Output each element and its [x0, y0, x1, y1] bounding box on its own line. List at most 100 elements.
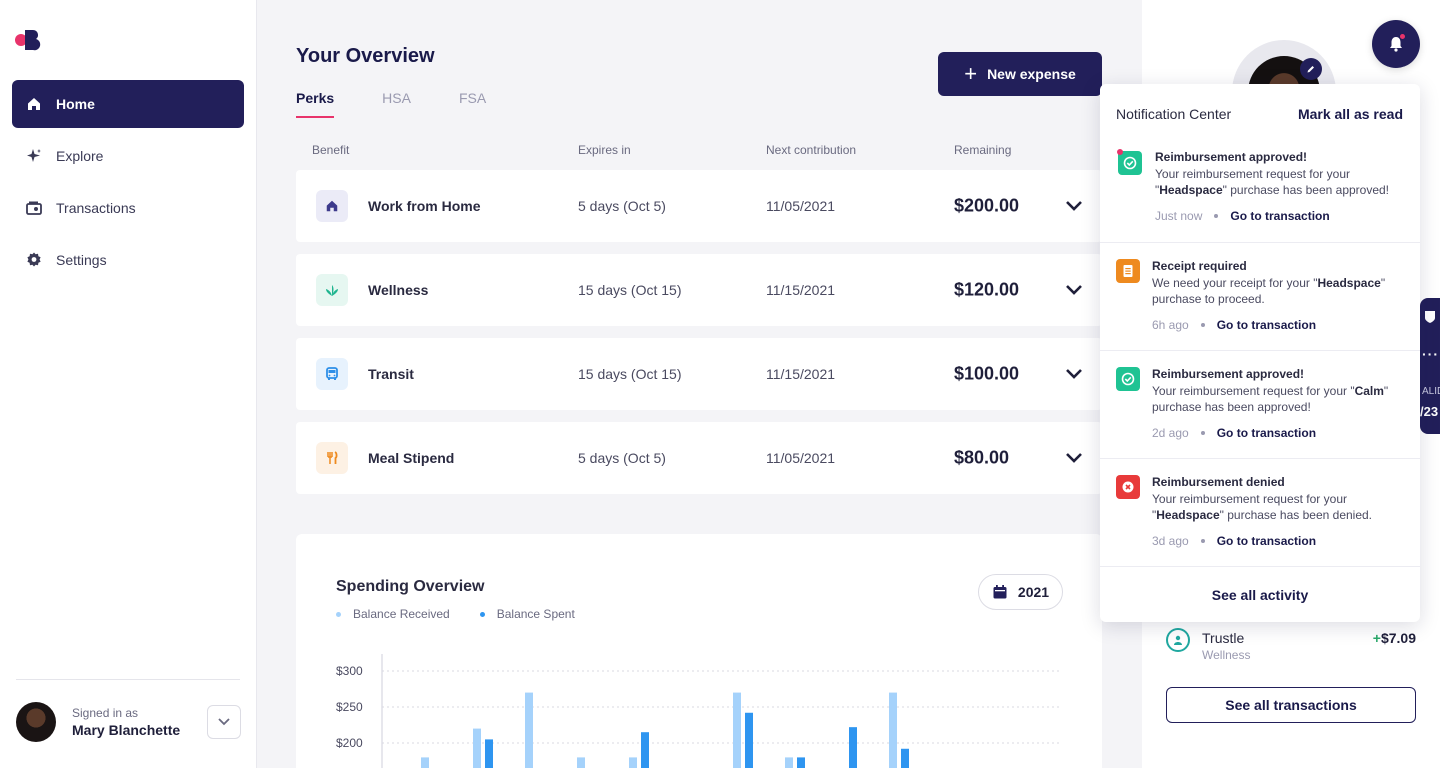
benefit-card-preview[interactable]: ··· ALID /23 [1420, 298, 1440, 434]
year-selector-button[interactable]: 2021 [978, 574, 1063, 610]
new-expense-button[interactable]: + New expense [938, 52, 1102, 96]
tab-perks[interactable]: Perks [296, 90, 335, 118]
user-profile: Signed in as Mary Blanchette [16, 700, 241, 744]
edit-pencil-icon[interactable] [1300, 58, 1322, 80]
notification-meta: 3d ago Go to transaction [1152, 534, 1316, 548]
user-info: Signed in as Mary Blanchette [72, 706, 207, 738]
notification-title: Receipt required [1152, 259, 1247, 273]
sidebar-item-settings[interactable]: Settings [12, 236, 244, 284]
unread-indicator [1399, 33, 1406, 40]
benefit-row-wellness[interactable]: Wellness 15 days (Oct 15) 11/15/2021 $12… [296, 254, 1102, 326]
body-text: " purchase to proceed. [1152, 276, 1386, 306]
y-tick-label: $300 [336, 664, 363, 678]
body-text: " purchase has been denied. [1219, 508, 1373, 522]
benefit-name: Transit [368, 366, 414, 382]
bar-balance-spent [797, 757, 805, 768]
card-valid-date: /23 [1420, 404, 1439, 419]
notification-meta: 2d ago Go to transaction [1152, 426, 1316, 440]
spending-overview-card: Spending Overview Balance Received Balan… [296, 534, 1102, 768]
benefit-row-transit[interactable]: Transit 15 days (Oct 15) 11/15/2021 $100… [296, 338, 1102, 410]
chevron-down-icon [218, 718, 230, 726]
bus-icon [316, 358, 348, 390]
notification-body: We need your receipt for your "Headspace… [1152, 275, 1407, 307]
separator-dot [1200, 323, 1205, 327]
benefit-next-contribution: 11/15/2021 [766, 366, 836, 382]
benefit-remaining: $100.00 [954, 363, 1020, 384]
body-merchant: Headspace [1317, 276, 1381, 290]
benefit-expires: 15 days (Oct 15) [578, 366, 682, 382]
notification-meta: Just now Go to transaction [1155, 209, 1330, 223]
spending-title: Spending Overview [336, 578, 485, 595]
bar-balance-received [577, 757, 585, 768]
go-to-transaction-link[interactable]: Go to transaction [1216, 426, 1317, 440]
see-all-activity-button[interactable]: See all activity [1100, 566, 1420, 622]
card-number-dots: ··· [1422, 346, 1439, 362]
sidebar-nav: Home Explore Transactions Settings [12, 80, 244, 288]
sidebar-item-transactions[interactable]: Transactions [12, 184, 244, 232]
user-menu-toggle[interactable] [207, 705, 241, 739]
transaction-merchant: Trustle [1202, 630, 1245, 646]
benefit-row-meal-stipend[interactable]: Meal Stipend 5 days (Oct 5) 11/05/2021 $… [296, 422, 1102, 494]
benefit-remaining: $120.00 [954, 279, 1020, 300]
go-to-transaction-link[interactable]: Go to transaction [1216, 318, 1317, 332]
notification-bell-button[interactable] [1372, 20, 1420, 68]
notification-time: 6h ago [1152, 318, 1189, 332]
column-next-contribution: Next contribution [766, 143, 857, 157]
y-tick-label: $200 [336, 736, 363, 750]
body-merchant: Headspace [1156, 508, 1220, 522]
sidebar-item-home[interactable]: Home [12, 80, 244, 128]
notification-title: Reimbursement approved! [1152, 367, 1305, 381]
chevron-down-icon[interactable] [1064, 280, 1084, 300]
notification-item[interactable]: Reimbursement denied Your reimbursement … [1100, 458, 1420, 566]
transaction-row[interactable]: Trustle Wellness +$7.09 [1166, 628, 1416, 664]
benefit-expires: 5 days (Oct 5) [578, 450, 666, 466]
notification-item[interactable]: Reimbursement approved! Your reimburseme… [1100, 134, 1420, 242]
chevron-down-icon[interactable] [1064, 364, 1084, 384]
bar-balance-received [629, 757, 637, 768]
column-expires: Expires in [578, 143, 631, 157]
benefit-expires: 15 days (Oct 15) [578, 282, 682, 298]
tab-hsa[interactable]: HSA [382, 90, 411, 106]
chart-legend: Balance Received Balance Spent [336, 607, 605, 621]
chevron-down-icon[interactable] [1064, 448, 1084, 468]
sparkle-icon [26, 148, 42, 164]
body-text: " purchase has been approved! [1222, 183, 1390, 197]
sidebar-item-explore[interactable]: Explore [12, 132, 244, 180]
wallet-icon [26, 200, 42, 216]
notification-body: Your reimbursement request for your "Cal… [1152, 383, 1407, 415]
mark-all-read-button[interactable]: Mark all as read [1297, 106, 1403, 122]
legend-item-spent: Balance Spent [479, 607, 575, 621]
x-circle-icon [1116, 475, 1140, 499]
bar-balance-received [785, 757, 793, 768]
sidebar: Home Explore Transactions Settings Signe… [0, 0, 257, 768]
see-all-transactions-button[interactable]: See all transactions [1166, 687, 1416, 723]
brand-logo-icon[interactable] [14, 28, 42, 52]
bar-balance-spent [745, 712, 753, 768]
signed-in-label: Signed in as [72, 706, 139, 720]
notification-item[interactable]: Receipt required We need your receipt fo… [1100, 242, 1420, 350]
user-name: Mary Blanchette [72, 722, 181, 738]
chevron-down-icon[interactable] [1064, 196, 1084, 216]
go-to-transaction-link[interactable]: Go to transaction [1230, 209, 1330, 223]
body-text: Your reimbursement request for your " [1152, 492, 1347, 522]
utensils-icon [316, 442, 348, 474]
benefit-next-contribution: 11/05/2021 [766, 198, 836, 214]
notification-item[interactable]: Reimbursement approved! Your reimburseme… [1100, 350, 1420, 458]
notification-center-panel: Notification Center Mark all as read Rei… [1100, 84, 1420, 622]
notification-title: Reimbursement denied [1152, 475, 1285, 489]
go-to-transaction-link[interactable]: Go to transaction [1216, 534, 1317, 548]
tab-fsa[interactable]: FSA [458, 90, 487, 106]
check-circle-icon [1118, 151, 1142, 175]
benefit-row-work-from-home[interactable]: Work from Home 5 days (Oct 5) 11/05/2021… [296, 170, 1102, 242]
leaf-icon [316, 274, 348, 306]
avatar [16, 702, 56, 742]
home-icon [26, 96, 42, 112]
body-text: We need your receipt for your " [1152, 276, 1318, 290]
body-merchant: Headspace [1159, 183, 1223, 197]
unread-dot [1117, 149, 1123, 155]
amount-value: $7.09 [1380, 630, 1416, 646]
separator-dot [1200, 539, 1205, 543]
separator-dot [1200, 431, 1205, 435]
bar-balance-received [473, 728, 481, 768]
bar-balance-received [889, 692, 897, 768]
